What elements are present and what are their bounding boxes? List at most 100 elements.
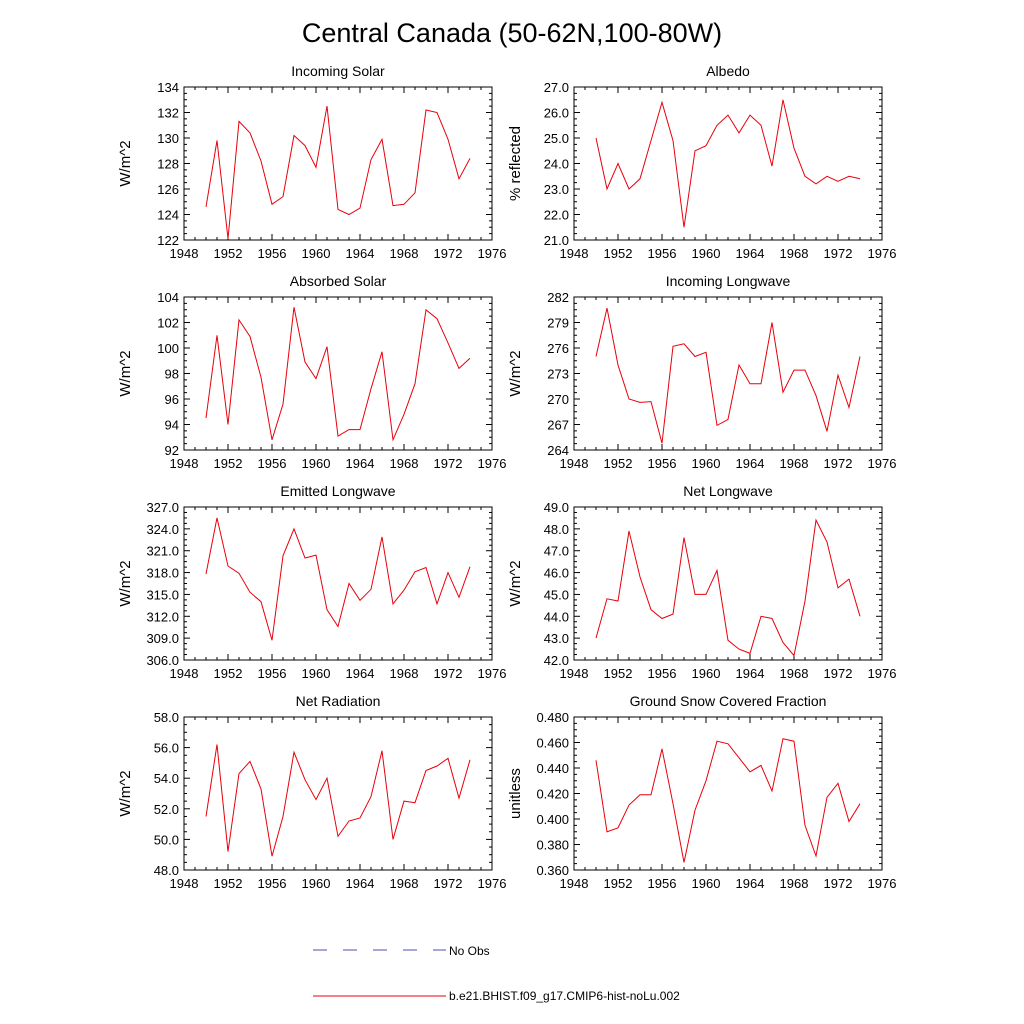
x-tick-label: 1952: [604, 666, 633, 681]
x-tick-label: 1960: [302, 456, 331, 471]
y-tick-label: 264: [547, 443, 569, 458]
y-tick-label: 309.0: [146, 631, 179, 646]
y-tick-label: 0.420: [536, 787, 569, 802]
x-tick-label: 1960: [692, 876, 721, 891]
plot-frame: [183, 86, 493, 241]
x-tick-label: 1952: [604, 456, 633, 471]
y-tick-label: 134: [157, 80, 179, 95]
y-tick-label: 102: [157, 316, 179, 331]
x-tick-label: 1952: [214, 246, 243, 261]
y-tick-label: 306.0: [146, 653, 179, 668]
series-line: [205, 106, 471, 239]
legend-model-label: b.e21.BHIST.f09_g17.CMIP6-hist-noLu.002: [449, 989, 680, 1003]
y-tick-label: 23.0: [544, 182, 569, 197]
y-tick-label: 0.400: [536, 812, 569, 827]
series-line: [205, 307, 471, 442]
x-tick-label: 1948: [560, 876, 589, 891]
x-tick-label: 1968: [780, 666, 809, 681]
x-tick-label: 1968: [390, 246, 419, 261]
y-tick-label: 270: [547, 392, 569, 407]
x-tick-label: 1964: [736, 876, 765, 891]
y-tick-label: 276: [547, 341, 569, 356]
chart-panel-2: Albedo % reflected 1948 1952 1956 1960 1964 196…: [507, 63, 896, 261]
y-tick-label: 46.0: [544, 566, 569, 581]
y-tick-label: 318.0: [146, 566, 179, 581]
y-tick-label: 48.0: [154, 863, 179, 878]
x-tick-label: 1948: [170, 246, 199, 261]
y-tick-label: 0.360: [536, 863, 569, 878]
x-tick-label: 1964: [736, 666, 765, 681]
y-tick-label: 324.0: [146, 522, 179, 537]
y-tick-label: 282: [547, 290, 569, 305]
y-tick-label: 22.0: [544, 208, 569, 223]
y-axis-label: W/m^2: [507, 350, 524, 396]
x-tick-label: 1960: [302, 876, 331, 891]
x-tick-label: 1952: [604, 876, 633, 891]
y-tick-label: 0.480: [536, 710, 569, 725]
plot-frame: [573, 716, 883, 871]
series-line: [205, 517, 471, 641]
y-tick-label: 98: [165, 367, 179, 382]
x-tick-label: 1948: [170, 876, 199, 891]
x-tick-label: 1968: [390, 456, 419, 471]
chart-panel-5: Emitted Longwave W/m^2 1948 1952 1956 1960 196…: [117, 483, 506, 681]
x-tick-label: 1960: [302, 666, 331, 681]
chart-panel-8: Ground Snow Covered Fraction unitless 1948…: [507, 693, 896, 891]
x-tick-label: 1952: [214, 876, 243, 891]
chart-title: Incoming Longwave: [666, 273, 791, 289]
y-tick-label: 92: [165, 443, 179, 458]
x-tick-label: 1964: [346, 876, 375, 891]
series-line: [595, 518, 861, 657]
y-tick-label: 24.0: [544, 157, 569, 172]
figure-title: Central Canada (50-62N,100-80W): [302, 18, 722, 48]
y-tick-label: 315.0: [146, 587, 179, 602]
x-tick-label: 1960: [692, 456, 721, 471]
series-line: [595, 99, 861, 228]
x-tick-label: 1976: [478, 876, 507, 891]
x-tick-label: 1968: [780, 456, 809, 471]
x-tick-label: 1976: [868, 456, 897, 471]
x-tick-label: 1956: [648, 456, 677, 471]
y-tick-label: 27.0: [544, 80, 569, 95]
y-tick-label: 273: [547, 367, 569, 382]
y-axis-label: W/m^2: [117, 770, 134, 816]
x-tick-label: 1948: [560, 456, 589, 471]
y-axis-label: % reflected: [507, 126, 524, 201]
chart-title: Incoming Solar: [291, 63, 385, 79]
y-tick-label: 52.0: [154, 802, 179, 817]
x-tick-label: 1972: [434, 246, 463, 261]
x-tick-label: 1972: [824, 876, 853, 891]
y-tick-label: 26.0: [544, 106, 569, 121]
series-line: [205, 744, 471, 857]
y-tick-label: 47.0: [544, 544, 569, 559]
y-tick-label: 267: [547, 418, 569, 433]
y-tick-label: 49.0: [544, 500, 569, 515]
y-tick-label: 128: [157, 157, 179, 172]
legend: No Obs b.e21.BHIST.f09_g17.CMIP6-hist-no…: [313, 944, 680, 1003]
y-tick-label: 130: [157, 131, 179, 146]
x-tick-label: 1968: [390, 666, 419, 681]
x-tick-label: 1976: [868, 876, 897, 891]
x-tick-label: 1960: [302, 246, 331, 261]
y-tick-label: 94: [165, 418, 179, 433]
x-tick-label: 1972: [434, 666, 463, 681]
y-tick-label: 50.0: [154, 832, 179, 847]
x-tick-label: 1952: [214, 666, 243, 681]
legend-no-obs-label: No Obs: [449, 944, 490, 958]
plot-frame: [183, 716, 493, 871]
chart-title: Net Radiation: [296, 693, 381, 709]
x-tick-label: 1976: [478, 666, 507, 681]
y-axis-label: W/m^2: [507, 560, 524, 606]
x-tick-label: 1948: [170, 456, 199, 471]
chart-title: Emitted Longwave: [280, 483, 395, 499]
plot-frame: [573, 86, 883, 241]
y-tick-label: 96: [165, 392, 179, 407]
plot-frame: [183, 296, 493, 451]
x-tick-label: 1972: [434, 456, 463, 471]
x-tick-label: 1972: [824, 246, 853, 261]
y-tick-label: 312.0: [146, 609, 179, 624]
chart-title: Absorbed Solar: [290, 273, 387, 289]
y-tick-label: 132: [157, 106, 179, 121]
panel-grid: Incoming Solar W/m^2 1948 1952 1956 1960 1964 1…: [117, 63, 896, 891]
